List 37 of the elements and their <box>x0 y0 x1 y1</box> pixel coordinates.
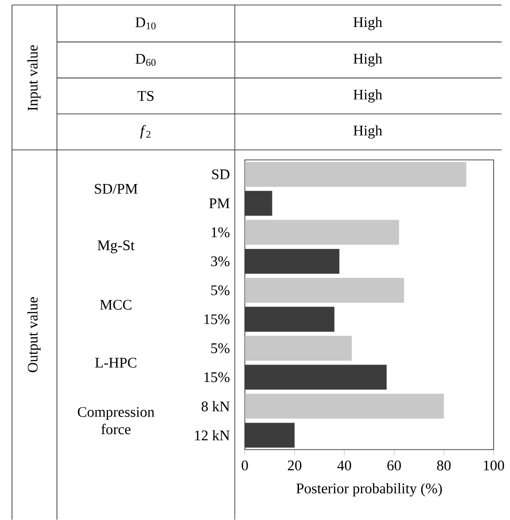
text: High <box>354 16 382 30</box>
text: Output value <box>28 297 41 372</box>
text: SD/PM <box>95 184 138 194</box>
y-tick-label: 5% <box>212 343 230 354</box>
x-tick-label: 40 <box>338 460 352 470</box>
y-tick-label: 8 kN <box>202 401 230 412</box>
text: Mg-St <box>98 240 135 254</box>
bar <box>245 336 352 361</box>
x-tick-label: 0 <box>242 460 248 470</box>
y-tick-label: SD <box>212 169 230 180</box>
text: Input value <box>28 45 41 111</box>
y-tick-label: 5% <box>212 285 230 296</box>
y-tick-label: 15% <box>204 314 230 324</box>
text: MCC <box>100 300 132 310</box>
text: TS <box>138 91 154 101</box>
y-tick-label: 1% <box>212 227 230 238</box>
text: High <box>354 53 382 67</box>
y-tick-label: 15% <box>204 372 230 382</box>
bar <box>245 394 444 419</box>
text: D$_{60}$ <box>136 54 156 66</box>
text: Compression force <box>78 407 155 434</box>
x-tick-label: 20 <box>288 460 302 470</box>
y-tick-label: 12 kN <box>195 430 230 440</box>
bar <box>245 220 400 245</box>
bar <box>245 278 404 303</box>
x-tick-label: 60 <box>388 460 402 470</box>
text: L-HPC <box>95 358 137 368</box>
text: High <box>354 125 382 139</box>
x-tick-label: 80 <box>437 460 451 470</box>
y-tick-label: 3% <box>211 256 230 266</box>
text: f$_{2}$ <box>140 125 151 139</box>
y-tick-label: PM <box>209 198 230 208</box>
x-axis-title: Posterior probability (%) <box>296 483 442 496</box>
text: High <box>354 89 382 103</box>
bar <box>245 162 467 187</box>
text: D$_{10}$ <box>136 18 156 30</box>
x-tick-label: 100 <box>484 460 504 470</box>
